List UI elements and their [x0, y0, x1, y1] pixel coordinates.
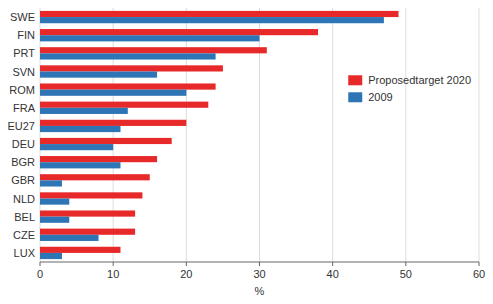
category-label: PRT: [13, 47, 35, 59]
bar: [40, 229, 135, 235]
bar: [40, 144, 113, 150]
tick-mark: [405, 262, 406, 266]
legend-swatch: [348, 75, 362, 85]
tick-label: 10: [107, 268, 119, 280]
grid-line: [405, 8, 406, 262]
bar: [40, 83, 216, 89]
bar: [40, 162, 120, 168]
grid-line: [40, 8, 41, 262]
bar: [40, 174, 150, 180]
tick-label: 40: [327, 268, 339, 280]
bar: [40, 192, 142, 198]
legend-label: Proposedtarget 2020: [368, 74, 471, 86]
bar: [40, 199, 69, 205]
bar: [40, 29, 318, 35]
axis-label: %: [255, 285, 265, 297]
bar: [40, 217, 69, 223]
bar: [40, 138, 172, 144]
tick-label: 50: [400, 268, 412, 280]
tick-label: 0: [37, 268, 43, 280]
legend: Proposedtarget 2020 2009: [348, 74, 471, 103]
category-label: FRA: [13, 102, 36, 114]
bar: [40, 102, 208, 108]
bar: [40, 11, 399, 17]
grid-line: [332, 8, 333, 262]
grid-line: [479, 8, 480, 262]
tick-label: 60: [473, 268, 485, 280]
bar: [40, 253, 62, 259]
bar: [40, 65, 223, 71]
bar: [40, 53, 216, 59]
tick-mark: [186, 262, 187, 266]
bar: [40, 17, 384, 23]
bars: [40, 11, 399, 259]
category-label: SWE: [10, 11, 35, 23]
category-label: BGR: [11, 156, 35, 168]
tick-label: 30: [253, 268, 265, 280]
chart: 0 10 20 30 40 50 60 LUX CZE BEL NLD GBR BGR DEU EU27 FR…: [0, 0, 493, 304]
tick-mark: [479, 262, 480, 266]
bar: [40, 47, 267, 53]
tick-mark: [40, 262, 41, 266]
bar: [40, 120, 186, 126]
category-label: FIN: [17, 29, 35, 41]
bar: [40, 210, 135, 216]
category-label: CZE: [13, 229, 35, 241]
category-label: DEU: [12, 138, 35, 150]
legend-swatch: [348, 92, 362, 102]
bar: [40, 72, 157, 78]
category-label: ROM: [9, 84, 35, 96]
bar: [40, 156, 157, 162]
grid-line: [113, 8, 114, 262]
grid-line: [259, 8, 260, 262]
legend-label: 2009: [368, 91, 392, 103]
bar: [40, 108, 128, 114]
bar: [40, 180, 62, 186]
category-label: BEL: [14, 211, 35, 223]
bar: [40, 247, 120, 253]
grid-line: [186, 8, 187, 262]
tick-mark: [332, 262, 333, 266]
category-label: NLD: [13, 193, 35, 205]
category-label: LUX: [14, 247, 36, 259]
tick-label: 20: [180, 268, 192, 280]
bar: [40, 126, 120, 132]
category-label: SVN: [12, 66, 35, 78]
bar: [40, 35, 260, 41]
bar: [40, 90, 186, 96]
tick-mark: [113, 262, 114, 266]
grid: [40, 8, 479, 266]
category-label: EU27: [7, 120, 35, 132]
tick-mark: [259, 262, 260, 266]
axis-line: [40, 262, 479, 263]
bar: [40, 235, 99, 241]
category-label: GBR: [11, 174, 35, 186]
